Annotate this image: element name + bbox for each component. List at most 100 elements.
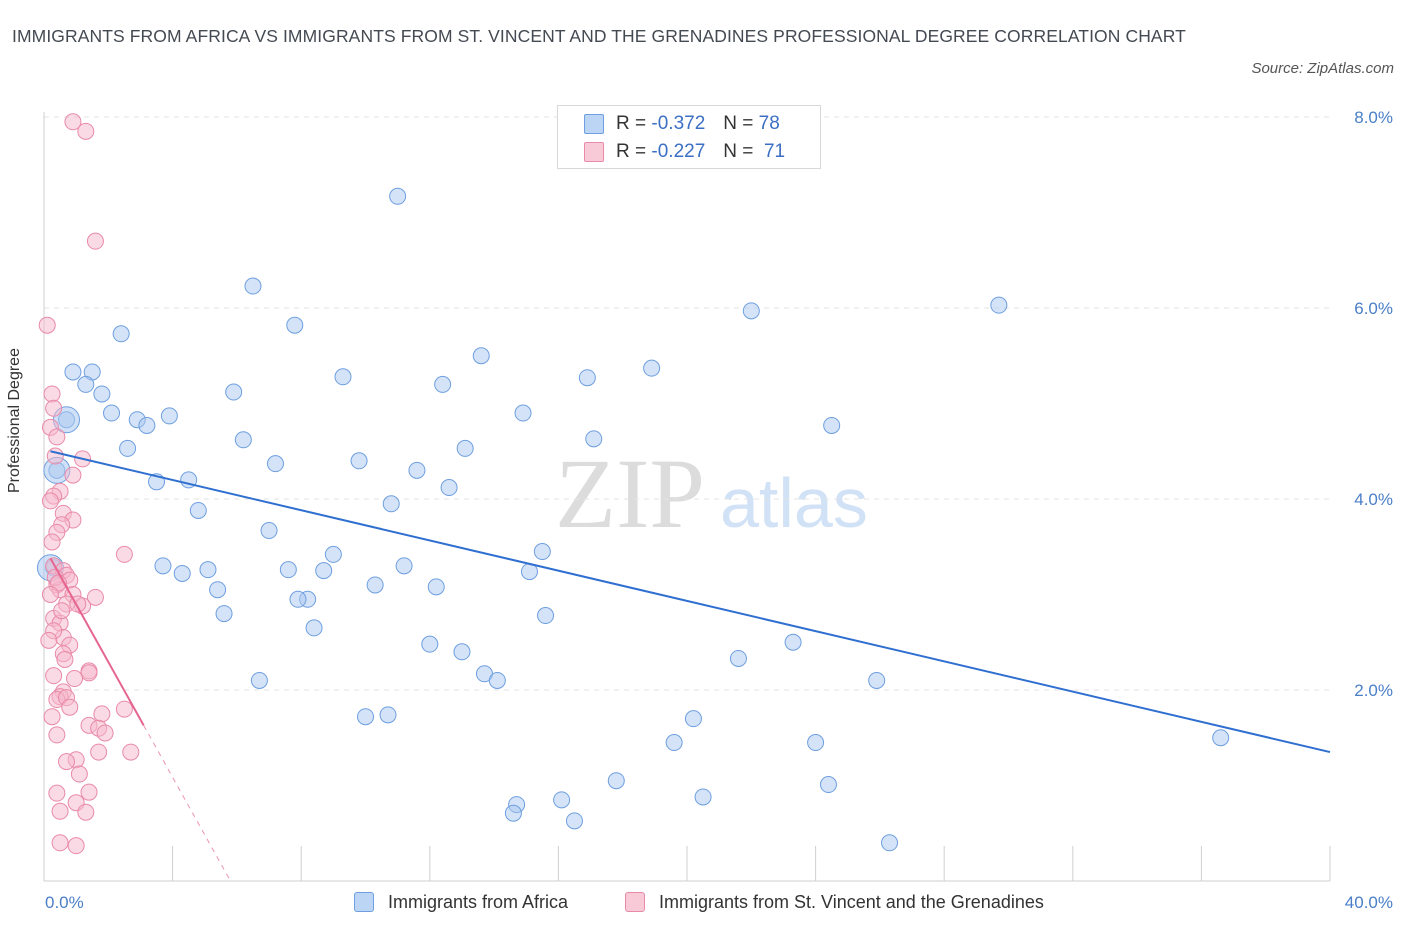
point-st-vincent — [77, 803, 95, 821]
point-africa — [472, 347, 490, 365]
stats-r-value: -0.372 — [651, 113, 706, 134]
point-st-vincent — [56, 650, 74, 668]
legend-label-st-vincent: Immigrants from St. Vincent and the Gren… — [659, 891, 1044, 912]
point-st-vincent — [64, 466, 82, 484]
point-africa — [607, 772, 625, 790]
point-africa — [266, 455, 284, 473]
point-africa — [729, 649, 747, 667]
point-africa — [324, 545, 342, 563]
point-st-vincent — [70, 765, 88, 783]
point-africa — [154, 557, 172, 575]
x-tick-label: 0.0% — [45, 893, 84, 912]
point-africa — [382, 495, 400, 513]
stats-swatch-st-vincent — [584, 142, 604, 162]
point-africa — [807, 734, 825, 752]
stats-n-value: 78 — [758, 113, 780, 134]
point-st-vincent — [40, 631, 58, 649]
point-st-vincent — [41, 492, 59, 510]
point-africa — [199, 561, 217, 579]
point-africa — [395, 557, 413, 575]
point-africa — [881, 834, 899, 852]
y-tick-label: 2.0% — [1354, 681, 1393, 700]
point-st-vincent — [51, 834, 69, 852]
point-st-vincent — [67, 837, 85, 855]
point-africa — [305, 619, 323, 637]
point-africa — [553, 791, 571, 809]
point-africa — [379, 706, 397, 724]
point-st-vincent — [115, 700, 133, 718]
point-st-vincent — [122, 743, 140, 761]
point-st-vincent — [46, 447, 64, 465]
legend-item-africa[interactable]: Immigrants from Africa — [354, 888, 568, 916]
point-africa — [160, 407, 178, 425]
point-st-vincent — [51, 802, 69, 820]
point-africa — [93, 385, 111, 403]
point-africa — [1212, 729, 1230, 747]
point-africa — [643, 359, 661, 377]
point-africa — [990, 296, 1008, 314]
point-st-vincent — [45, 399, 63, 417]
point-africa — [868, 671, 886, 689]
point-africa — [784, 633, 802, 651]
point-africa — [260, 522, 278, 540]
point-africa — [578, 369, 596, 387]
trend-lines — [49, 450, 1331, 882]
point-st-vincent — [90, 743, 108, 761]
point-africa — [823, 416, 841, 434]
point-africa — [250, 671, 268, 689]
stats-row-africa: R = -0.372 N = 78 — [584, 112, 780, 136]
point-st-vincent — [115, 545, 133, 563]
point-africa — [694, 788, 712, 806]
point-africa — [742, 302, 760, 320]
point-africa — [366, 576, 384, 594]
point-st-vincent — [96, 724, 114, 742]
point-africa — [215, 605, 233, 623]
point-africa — [389, 187, 407, 205]
point-africa — [819, 776, 837, 794]
point-st-vincent — [77, 122, 95, 140]
point-st-vincent — [48, 784, 66, 802]
point-africa — [234, 431, 252, 449]
y-tick-label: 8.0% — [1354, 108, 1393, 127]
point-africa — [421, 635, 439, 653]
point-st-vincent — [43, 708, 61, 726]
point-africa — [357, 708, 374, 726]
point-africa — [64, 363, 82, 381]
watermark-zip: ZIP — [555, 438, 705, 549]
point-africa — [440, 479, 458, 497]
point-st-vincent — [93, 705, 111, 723]
point-africa — [537, 607, 555, 625]
point-st-vincent — [64, 113, 82, 131]
watermark-atlas: atlas — [720, 464, 868, 542]
point-st-vincent — [61, 698, 79, 716]
point-africa — [334, 368, 352, 386]
point-africa — [173, 564, 191, 582]
point-st-vincent — [58, 753, 76, 771]
point-st-vincent — [43, 385, 61, 403]
trend-line-st-vincent-extension — [143, 725, 231, 882]
trend-line-st-vincent — [49, 557, 145, 726]
point-africa — [533, 543, 551, 561]
data-points — [36, 113, 1230, 855]
point-st-vincent — [38, 316, 56, 334]
chart-source: Source: ZipAtlas.com — [1251, 60, 1394, 77]
point-africa — [427, 578, 445, 596]
point-st-vincent — [53, 602, 71, 620]
tick-labels: 2.0% 4.0% 6.0% 8.0% 0.0% 40.0% — [45, 108, 1393, 912]
legend-item-st-vincent[interactable]: Immigrants from St. Vincent and the Gren… — [625, 888, 1044, 916]
point-africa — [286, 316, 304, 334]
point-africa — [453, 643, 471, 661]
point-africa — [350, 452, 368, 470]
point-st-vincent — [80, 783, 98, 801]
point-africa — [119, 439, 137, 457]
stats-box: R = -0.372 N = 78 R = -0.227 N = 71 — [557, 105, 821, 169]
point-africa — [514, 404, 532, 422]
point-st-vincent — [86, 232, 104, 250]
x-tick-label: 40.0% — [1345, 893, 1393, 912]
point-st-vincent — [48, 726, 66, 744]
point-africa — [315, 562, 333, 580]
point-st-vincent — [80, 664, 98, 682]
point-st-vincent — [45, 667, 63, 685]
y-tick-label: 4.0% — [1354, 490, 1393, 509]
point-africa — [77, 375, 95, 393]
